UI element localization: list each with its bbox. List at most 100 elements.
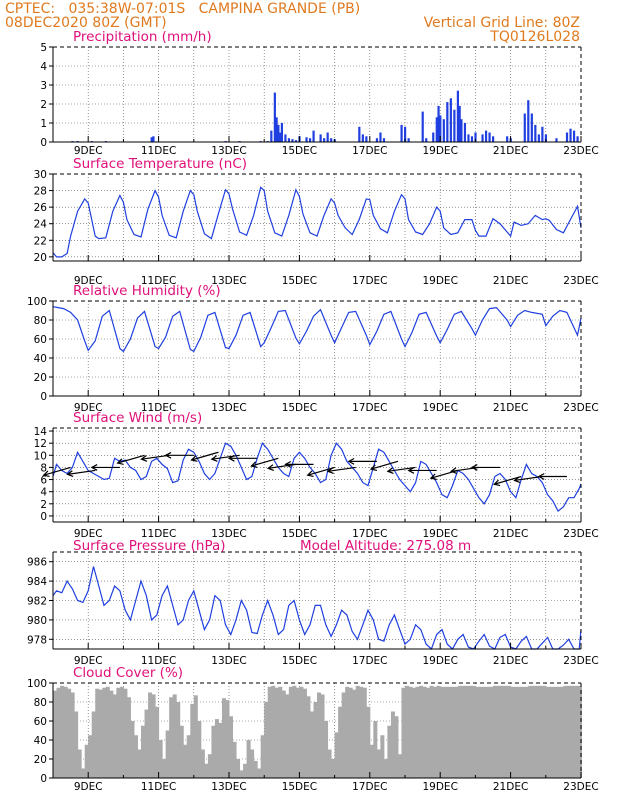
cloud-cover-bar — [397, 754, 402, 778]
y-tick-label: 4 — [40, 487, 47, 499]
wind-arrow — [494, 475, 522, 485]
precip-bar — [308, 138, 312, 142]
cloud-cover-bar — [257, 768, 262, 778]
x-tick-label: 21DEC — [493, 402, 528, 414]
x-tick-label: 15DEC — [282, 655, 317, 667]
wind-arrow-head — [347, 457, 355, 465]
precip-bar — [379, 132, 382, 142]
cloud-cover-bar — [88, 735, 93, 778]
y-tick-label: 982 — [27, 596, 47, 608]
cloud-cover-bar — [334, 732, 339, 778]
cloud-cover-bar — [324, 721, 329, 778]
cloud-cover-bar — [144, 709, 149, 778]
precip-bar — [365, 136, 368, 142]
precip-bar — [277, 124, 280, 142]
cloud-cover-bar — [320, 694, 325, 778]
wind-arrow-head — [513, 476, 521, 484]
y-tick-label: 20 — [34, 754, 47, 766]
cloud-cover-bar — [193, 695, 198, 778]
x-tick-label: 19DEC — [422, 528, 457, 540]
y-tick-label: 980 — [27, 615, 47, 627]
cloud-cover-bar — [373, 721, 378, 778]
cloud-cover-bar — [457, 685, 476, 778]
cloud-cover-bar — [299, 686, 304, 778]
wind-arrow-head — [66, 470, 74, 478]
x-tick-label: 11DEC — [141, 655, 176, 667]
cloud-cover-bar — [60, 685, 65, 778]
x-tick-label: 17DEC — [352, 402, 387, 414]
y-tick-label: 0 — [40, 137, 47, 149]
x-tick-label: 15DEC — [282, 275, 317, 287]
cloud-cover-bar — [229, 716, 234, 778]
x-tick-label: 23DEC — [563, 781, 598, 793]
precip-bar — [291, 139, 294, 142]
precip-bar — [425, 138, 428, 142]
wind-arrow-head — [116, 458, 124, 465]
y-tick-label: 80 — [34, 315, 47, 327]
cloud-cover-bar — [376, 749, 381, 778]
y-tick-label: 0 — [40, 511, 47, 523]
cloud-cover-bar — [295, 687, 300, 778]
wind-arrow — [370, 460, 399, 470]
panel-title: Surface Wind (m/s) — [73, 410, 202, 426]
series-line — [52, 566, 582, 651]
x-tick-label: 19DEC — [422, 402, 457, 414]
x-tick-label: 9DEC — [74, 145, 103, 157]
wind-arrow-head — [266, 464, 274, 471]
precip-bar — [280, 123, 283, 142]
cloud-cover-bar — [422, 686, 427, 778]
precip-bar — [437, 105, 440, 142]
cloud-cover-bar — [401, 687, 406, 778]
precip-bar — [439, 115, 442, 142]
cloud-cover-bar — [260, 735, 265, 778]
cloud-cover-bar — [116, 687, 121, 778]
cloud-cover-bar — [493, 685, 512, 778]
cloud-cover-bar — [278, 686, 283, 778]
precip-bar — [287, 138, 291, 142]
precip-bar — [330, 138, 333, 142]
cloud-cover-bar — [429, 685, 434, 778]
cloud-cover-bar — [232, 741, 237, 778]
cloud-cover-bar — [197, 721, 202, 778]
y-tick-label: 3 — [40, 80, 47, 92]
cloud-cover-bar — [281, 690, 286, 778]
cloud-cover-bar — [56, 687, 61, 778]
y-tick-label: 60 — [34, 716, 47, 728]
x-tick-label: 9DEC — [74, 402, 103, 414]
x-tick-label: 15DEC — [282, 781, 317, 793]
y-tick-label: 100 — [27, 678, 47, 690]
precip-bar — [506, 136, 509, 142]
precip-bar — [481, 134, 484, 142]
cloud-cover-bar — [179, 725, 184, 778]
wind-arrow-head — [90, 464, 98, 471]
precip-bar — [361, 134, 364, 142]
precip-bar — [400, 124, 403, 142]
precip-bar — [449, 98, 452, 142]
precip-bar — [463, 123, 467, 142]
x-tick-label: 21DEC — [493, 528, 528, 540]
cloud-cover-bar — [412, 687, 417, 778]
x-tick-label: 13DEC — [211, 528, 246, 540]
cloud-cover-bar — [440, 686, 459, 778]
x-tick-label: 17DEC — [352, 655, 387, 667]
cloud-cover-bar — [84, 744, 89, 778]
wind-arrow-head — [227, 454, 235, 462]
x-tick-label: 23DEC — [563, 145, 598, 157]
cloud-cover-bar — [394, 716, 399, 778]
cloud-cover-bar — [81, 768, 86, 778]
wind-arrow-head — [210, 455, 218, 462]
cloud-cover-bar — [162, 759, 167, 778]
x-tick-label: 9DEC — [74, 275, 103, 287]
precip-bar — [467, 134, 470, 142]
cloud-cover-bar — [77, 749, 82, 778]
x-tick-label: 23DEC — [563, 402, 598, 414]
precip-bar — [572, 130, 576, 142]
wind-arrow — [117, 454, 145, 464]
cloud-cover-bar — [239, 770, 244, 778]
x-tick-label: 9DEC — [74, 528, 103, 540]
x-tick-label: 17DEC — [352, 781, 387, 793]
wind-arrow-head — [449, 467, 458, 475]
wind-arrow-head — [429, 473, 437, 481]
cloud-cover-bar — [306, 696, 311, 778]
cloud-cover-bar — [67, 688, 72, 778]
